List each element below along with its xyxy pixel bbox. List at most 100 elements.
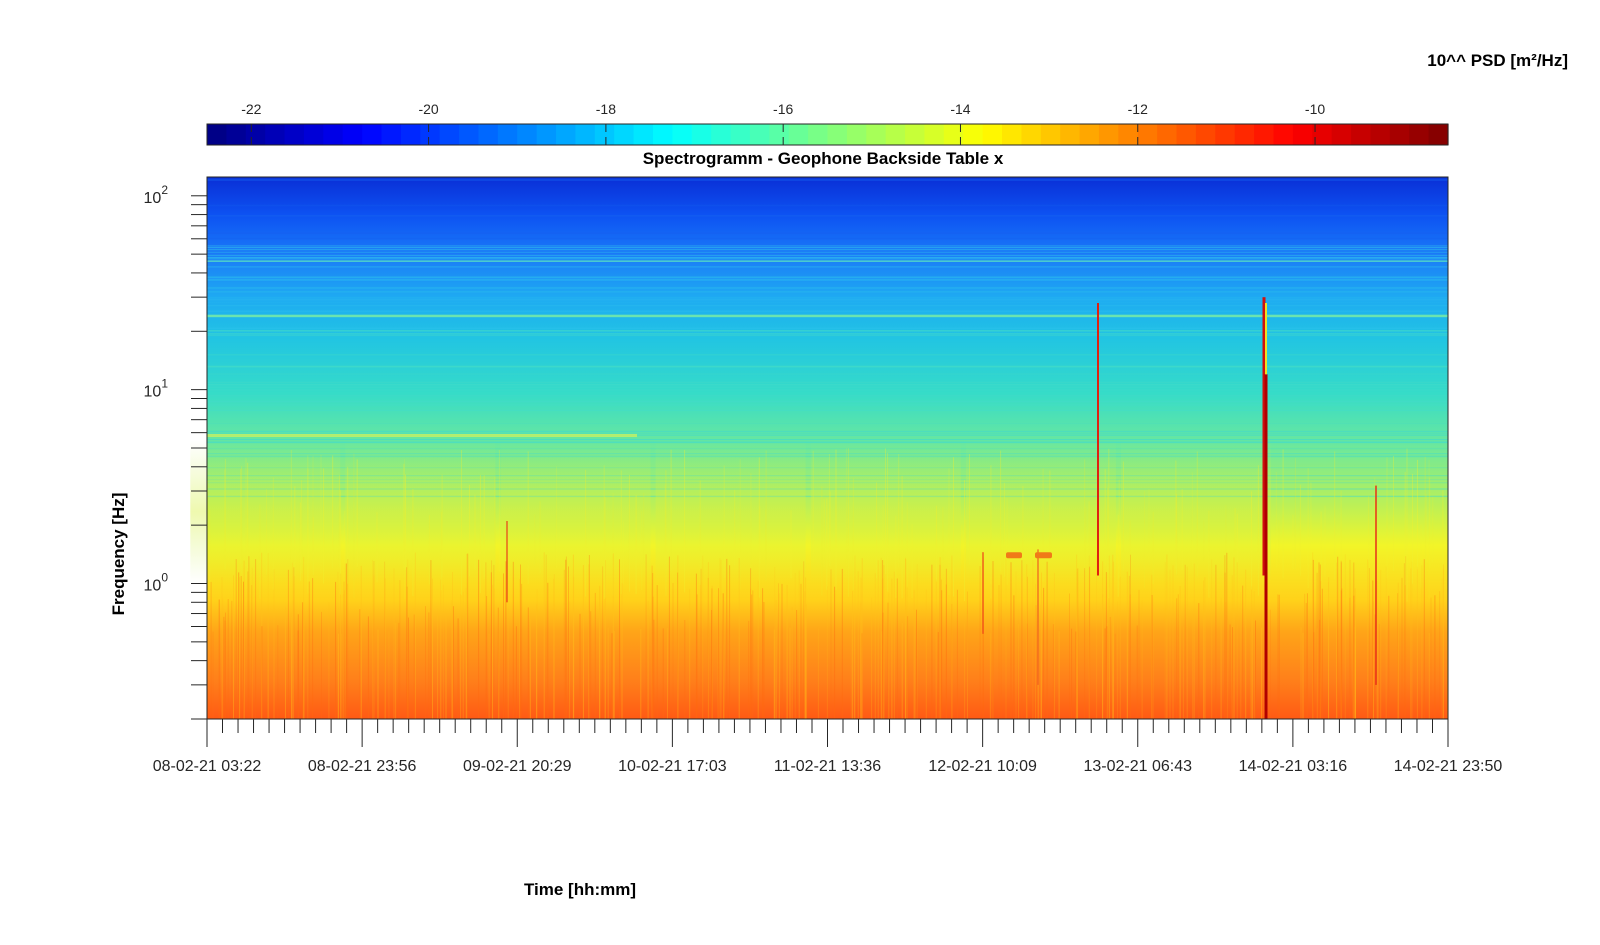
texture-streak: [916, 564, 918, 719]
texture-streak: [1432, 496, 1434, 563]
x-tick-label: 14-02-21 03:16: [1239, 758, 1348, 775]
texture-streak: [1015, 571, 1017, 719]
texture-streak: [1005, 558, 1007, 719]
texture-streak: [1368, 496, 1370, 563]
texture-streak: [320, 454, 322, 574]
texture-streak: [1320, 595, 1322, 719]
frequency-band: [207, 310, 1448, 312]
texture-streak: [565, 556, 567, 719]
texture-streak: [805, 577, 807, 719]
texture-streak: [1225, 504, 1227, 603]
texture-streak: [408, 617, 409, 719]
colorbar-swatch: [1234, 124, 1255, 145]
texture-streak: [1000, 450, 1002, 572]
texture-streak: [857, 571, 859, 719]
texture-streak: [689, 588, 691, 719]
texture-streak: [291, 562, 293, 719]
frequency-band: [207, 266, 1448, 268]
texture-streak: [1261, 627, 1263, 719]
texture-streak: [377, 629, 379, 719]
texture-streak: [1104, 628, 1106, 719]
texture-streak: [1302, 632, 1304, 719]
texture-streak: [479, 475, 481, 593]
spectral-features: [190, 178, 1449, 719]
texture-streak: [1251, 586, 1253, 719]
colorbar-tick-label: -16: [773, 101, 793, 117]
texture-streak: [1240, 591, 1242, 719]
texture-streak: [911, 524, 913, 599]
texture-streak: [1046, 561, 1048, 719]
texture-streak: [1182, 626, 1184, 719]
frequency-band: [207, 204, 1448, 207]
texture-streak: [1373, 601, 1374, 719]
texture-streak: [603, 465, 605, 600]
broadband-event: [1264, 374, 1268, 719]
texture-streak: [1372, 580, 1374, 719]
frequency-band: [207, 301, 1448, 303]
colorbar-swatch: [478, 124, 499, 145]
texture-streak: [1386, 457, 1388, 578]
texture-streak: [834, 586, 836, 719]
colorbar-swatch: [885, 124, 906, 145]
texture-streak: [883, 565, 885, 719]
texture-streak: [565, 559, 567, 719]
texture-streak: [432, 578, 433, 719]
texture-streak: [1144, 491, 1145, 588]
texture-streak: [413, 614, 415, 719]
texture-streak: [1108, 448, 1110, 599]
texture-streak: [342, 594, 344, 719]
texture-streak: [1340, 560, 1342, 719]
texture-streak: [536, 604, 537, 719]
frequency-band: [207, 249, 1448, 251]
texture-streak: [340, 490, 342, 595]
texture-streak: [1010, 562, 1012, 719]
frequency-band: [207, 439, 1448, 440]
texture-streak: [227, 599, 229, 719]
colorbar-swatch: [827, 124, 848, 145]
texture-streak: [723, 601, 725, 719]
texture-streak: [367, 616, 369, 719]
texture-streak: [520, 564, 521, 719]
tonal-event: [1006, 552, 1022, 559]
colorbar-swatch: [652, 124, 673, 145]
texture-streak: [893, 571, 895, 719]
texture-streak: [1102, 561, 1104, 719]
texture-streak: [240, 576, 242, 719]
texture-streak: [628, 475, 630, 592]
texture-streak: [652, 573, 654, 719]
texture-streak: [852, 591, 853, 719]
texture-streak: [821, 486, 823, 596]
texture-streak: [403, 463, 405, 570]
texture-streak: [941, 590, 943, 719]
texture-streak: [393, 568, 395, 719]
frequency-band: [207, 439, 1448, 441]
texture-streak: [1277, 594, 1279, 719]
texture-streak: [395, 622, 397, 719]
texture-streak: [906, 587, 908, 719]
texture-streak: [1152, 598, 1154, 719]
texture-streak: [1191, 472, 1193, 567]
texture-streak: [805, 604, 807, 719]
texture-streak: [723, 465, 725, 578]
texture-streak: [604, 497, 606, 598]
texture-streak: [906, 502, 908, 587]
colorbar-swatch: [459, 124, 480, 145]
texture-streak: [588, 555, 590, 719]
texture-streak: [651, 565, 653, 719]
texture-streak: [643, 492, 645, 563]
texture-streak: [778, 593, 780, 719]
frequency-band: [207, 395, 1448, 397]
texture-streak: [340, 573, 342, 719]
texture-streak: [605, 560, 606, 719]
texture-streak: [1404, 472, 1406, 586]
colorbar-swatch: [1428, 124, 1449, 145]
texture-streak: [235, 559, 237, 719]
texture-streak: [343, 510, 345, 591]
texture-streak: [277, 625, 279, 719]
colorbar-swatch: [1195, 124, 1216, 145]
texture-streak: [356, 459, 358, 568]
texture-streak: [1208, 510, 1210, 598]
texture-streak: [759, 506, 761, 564]
x-tick-label: 13-02-21 06:43: [1083, 758, 1192, 775]
texture-streak: [247, 571, 249, 719]
